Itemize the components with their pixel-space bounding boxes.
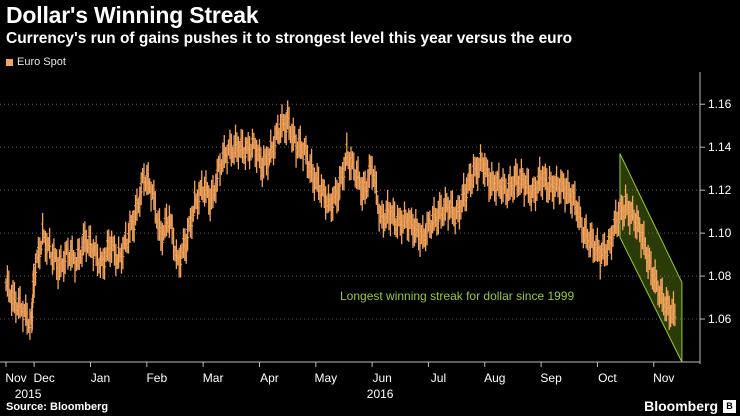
x-tick-label: Feb: [146, 371, 167, 385]
source-note: Source: Bloomberg: [6, 401, 109, 413]
legend-label: Euro Spot: [17, 56, 66, 68]
x-tick-label: Aug: [484, 371, 505, 385]
chart-subtitle: Currency's run of gains pushes it to str…: [6, 30, 573, 47]
brand-logo: Bloomberg: [644, 398, 718, 414]
year-label: 2016: [367, 387, 394, 401]
x-tick-label: Jul: [431, 371, 446, 385]
y-tick-label: 1.16: [708, 97, 732, 111]
year-label: 2015: [15, 387, 42, 401]
x-tick-label: Dec: [33, 371, 54, 385]
x-tick-label: Sep: [540, 371, 562, 385]
x-tick-label: Apr: [260, 371, 279, 385]
y-tick-label: 1.14: [708, 140, 732, 154]
x-tick-label: Nov: [5, 371, 26, 385]
y-tick-label: 1.08: [708, 269, 732, 283]
x-tick-label: May: [314, 371, 337, 385]
x-tick-label: Jun: [372, 371, 391, 385]
chart-title: Dollar's Winning Streak: [6, 2, 259, 28]
annotation: Longest winning streak for dollar since …: [340, 289, 574, 303]
x-tick-label: Mar: [203, 371, 224, 385]
y-tick-label: 1.12: [708, 183, 732, 197]
x-tick-label: Oct: [598, 371, 617, 385]
y-tick-label: 1.06: [708, 312, 732, 326]
legend: Euro Spot: [6, 56, 66, 68]
legend-swatch: [6, 58, 13, 66]
x-tick-label: Jan: [91, 371, 110, 385]
bloomberg-icon: B: [723, 400, 736, 413]
y-tick-label: 1.10: [708, 226, 732, 240]
x-tick-label: Nov: [653, 371, 674, 385]
